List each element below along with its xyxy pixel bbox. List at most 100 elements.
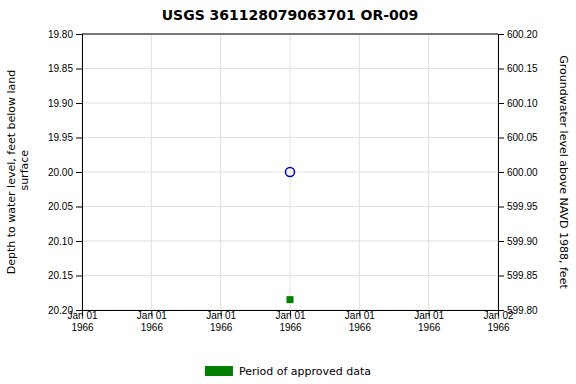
legend-label: Period of approved data xyxy=(239,365,371,378)
marks xyxy=(286,168,295,304)
tick-mark xyxy=(498,172,504,173)
tick: 599.95 xyxy=(498,201,538,212)
tick: 599.80 xyxy=(498,305,538,316)
tick-mark xyxy=(76,138,82,139)
grid-line xyxy=(82,34,498,35)
y2-label-group: Groundwater level above NAVD 1988, feet xyxy=(557,55,570,289)
series xyxy=(286,168,295,177)
tick: 20.20 xyxy=(48,305,82,316)
tick-label: 600.10 xyxy=(507,98,538,109)
tick-label: 19.90 xyxy=(48,98,73,109)
tick-label: 600.00 xyxy=(507,167,538,178)
tick-label: 599.80 xyxy=(507,305,538,316)
tick-label-line: 1966 xyxy=(349,322,372,333)
tick-label-line: 1966 xyxy=(141,322,164,333)
tick: 20.00 xyxy=(48,167,82,178)
legend-swatch xyxy=(205,366,233,376)
tick-label: 20.00 xyxy=(48,167,73,178)
tick-label: 19.80 xyxy=(48,29,73,40)
title: USGS 361128079063701 OR-009 xyxy=(162,7,419,23)
legend-item: Period of approved data xyxy=(205,365,371,378)
tick-label: 600.15 xyxy=(507,63,538,74)
y2-axis: 600.20 600.15 600.10 600.05 600.00 599.95 599.… xyxy=(498,29,538,316)
tick-label-line: 1966 xyxy=(418,322,441,333)
tick-mark xyxy=(76,207,82,208)
grid-line xyxy=(428,34,429,310)
tick: 599.85 xyxy=(498,270,538,281)
tick-label: 19.95 xyxy=(48,132,73,143)
tick-mark xyxy=(76,276,82,277)
tick-mark xyxy=(498,69,504,70)
tick-mark xyxy=(76,310,82,311)
tick: Jan 011966 xyxy=(137,310,167,333)
y-label: Depth to water level, feet below land su… xyxy=(5,70,31,275)
tick-label: Jan 011966 xyxy=(414,310,444,333)
tick-mark xyxy=(498,138,504,139)
y-label-group: Depth to water level, feet below land su… xyxy=(5,70,31,275)
grid-line xyxy=(220,34,221,310)
tick-label: 19.85 xyxy=(48,63,73,74)
point xyxy=(287,296,294,303)
tick-mark xyxy=(76,69,82,70)
tick-label-line: Jan 01 xyxy=(345,310,375,321)
tick-label-line: 1966 xyxy=(210,322,233,333)
tick: 20.05 xyxy=(48,201,82,212)
tick-mark xyxy=(498,310,504,311)
tick-label-line: Jan 01 xyxy=(206,310,236,321)
tick-label: 20.20 xyxy=(48,305,73,316)
tick-label-line: 1966 xyxy=(71,322,94,333)
tick-label-line: 1966 xyxy=(487,322,510,333)
tick-mark xyxy=(76,241,82,242)
point xyxy=(286,168,295,177)
tick-mark xyxy=(498,207,504,208)
tick-label: 600.05 xyxy=(507,132,538,143)
grid-line xyxy=(359,34,360,310)
plot-area: Jan 011966Jan 011966Jan 011966Jan 011966… xyxy=(48,29,538,333)
tick: Jan 011966 xyxy=(206,310,236,333)
tick-label: 599.90 xyxy=(507,236,538,247)
tick-label: 20.10 xyxy=(48,236,73,247)
tick: 20.15 xyxy=(48,270,82,281)
tick: 600.05 xyxy=(498,132,538,143)
tick: 600.00 xyxy=(498,167,538,178)
tick-mark xyxy=(498,276,504,277)
tick: 19.80 xyxy=(48,29,82,40)
y-label-line: surface xyxy=(18,150,31,194)
legend: Period of approved data xyxy=(205,365,371,378)
tick-label: Jan 011966 xyxy=(345,310,375,333)
tick-label-line: 1966 xyxy=(279,322,302,333)
tick-label: Jan 011966 xyxy=(206,310,236,333)
tick-label: Jan 011966 xyxy=(275,310,305,333)
tick: 20.10 xyxy=(48,236,82,247)
tick: Jan 011966 xyxy=(414,310,444,333)
tick-label-line: Jan 01 xyxy=(137,310,167,321)
tick-mark xyxy=(76,34,82,35)
tick-label-line: Jan 01 xyxy=(414,310,444,321)
series xyxy=(287,296,294,303)
tick: 19.90 xyxy=(48,98,82,109)
tick-label: 20.05 xyxy=(48,201,73,212)
chart: Jan 011966Jan 011966Jan 011966Jan 011966… xyxy=(0,0,576,384)
tick-mark xyxy=(76,172,82,173)
tick: 19.95 xyxy=(48,132,82,143)
tick: 600.20 xyxy=(498,29,538,40)
axis-line xyxy=(499,35,505,311)
tick-mark xyxy=(498,103,504,104)
grid-line xyxy=(151,34,152,310)
tick-mark xyxy=(498,34,504,35)
x-axis: Jan 011966Jan 011966Jan 011966Jan 011966… xyxy=(67,310,513,333)
grid-line xyxy=(290,34,291,310)
tick-label: 599.95 xyxy=(507,201,538,212)
y2-label-line: Groundwater level above NAVD 1988, feet xyxy=(557,55,570,289)
tick: 600.15 xyxy=(498,63,538,74)
axis-line xyxy=(76,35,83,311)
tick: 19.85 xyxy=(48,63,82,74)
frame xyxy=(82,34,498,35)
grid xyxy=(82,34,498,310)
tick: 600.10 xyxy=(498,98,538,109)
tick: 599.90 xyxy=(498,236,538,247)
tick: Jan 011966 xyxy=(275,310,305,333)
tick: Jan 011966 xyxy=(345,310,375,333)
tick-label: Jan 011966 xyxy=(137,310,167,333)
tick-label: 599.85 xyxy=(507,270,538,281)
